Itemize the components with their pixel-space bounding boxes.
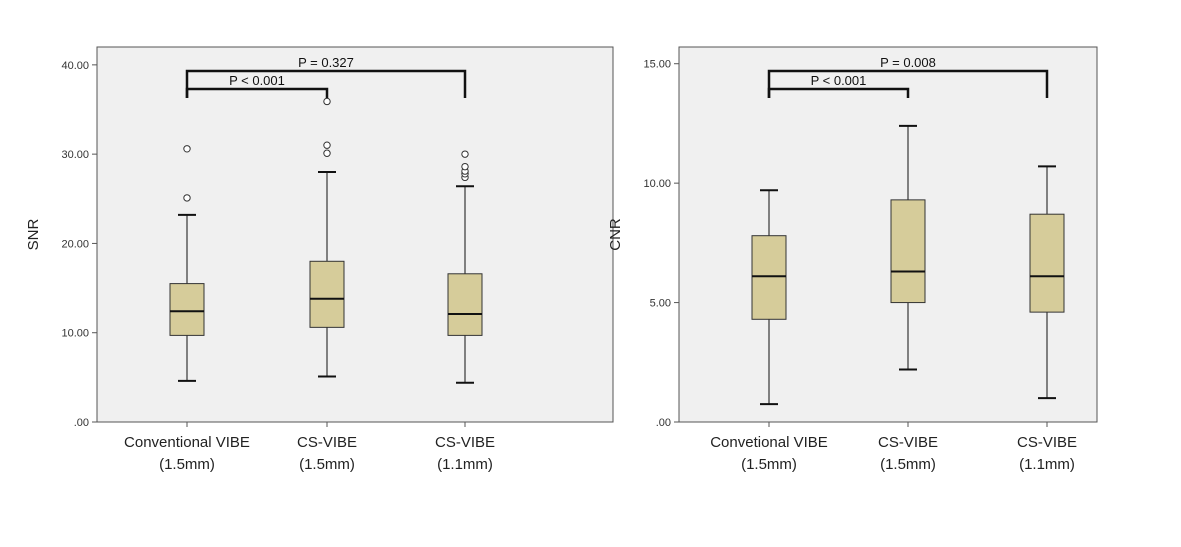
p-value-label: P < 0.001 xyxy=(811,73,867,88)
cnr-boxplot-panel: .00 5.00 10.00 15.00 CNR Convetional VIBE (1.5… xyxy=(607,46,1098,473)
p-value-label: P < 0.001 xyxy=(229,73,285,88)
outlier-point xyxy=(183,145,191,153)
p-value-label: P = 0.327 xyxy=(298,55,354,70)
outlier-point xyxy=(461,150,469,158)
snr-boxplot-panel: .00 10.00 20.00 30.00 40.00 SNR Conventional V… xyxy=(25,46,614,473)
y-tick-label: .00 xyxy=(74,417,89,429)
box-iqr xyxy=(751,235,787,320)
significance-bracket xyxy=(767,69,1049,98)
category-label-line2: (1.1mm) xyxy=(437,456,493,473)
outlier-point xyxy=(323,149,331,157)
category-label-line2: (1.5mm) xyxy=(741,456,797,473)
y-tick-label: 5.00 xyxy=(650,298,671,310)
outlier-point xyxy=(461,162,469,171)
y-tick-label: 10.00 xyxy=(643,178,671,190)
y-tick-label: 10.00 xyxy=(61,328,89,340)
y-tick-label: 30.00 xyxy=(61,149,89,161)
box-iqr xyxy=(309,260,345,328)
category-label-line1: Convetional VIBE xyxy=(710,434,828,451)
plot-area xyxy=(678,46,1098,423)
significance-bracket xyxy=(185,69,467,98)
y-tick-label: 40.00 xyxy=(61,60,89,72)
y-axis-title: SNR xyxy=(25,218,42,250)
y-tick-label: .00 xyxy=(656,417,671,429)
category-label-line2: (1.5mm) xyxy=(299,456,355,473)
category-label-line2: (1.5mm) xyxy=(159,456,215,473)
category-label-line1: Conventional VIBE xyxy=(124,434,250,451)
category-label-line2: (1.1mm) xyxy=(1019,456,1075,473)
outlier-point xyxy=(323,141,331,149)
outlier-point xyxy=(323,97,331,106)
box-iqr xyxy=(1029,213,1065,313)
category-label-line1: CS-VIBE xyxy=(435,434,495,451)
box-iqr xyxy=(890,199,926,304)
category-label-line1: CS-VIBE xyxy=(297,434,357,451)
plot-area xyxy=(96,46,614,423)
y-tick-label: 15.00 xyxy=(643,59,671,71)
y-tick-label: 20.00 xyxy=(61,238,89,250)
y-axis-title: CNR xyxy=(607,218,624,251)
outlier-point xyxy=(183,194,191,202)
category-label-line1: CS-VIBE xyxy=(878,434,938,451)
category-label-line1: CS-VIBE xyxy=(1017,434,1077,451)
category-label-line2: (1.5mm) xyxy=(880,456,936,473)
p-value-label: P = 0.008 xyxy=(880,55,936,70)
box-iqr xyxy=(447,273,483,336)
box-iqr xyxy=(169,283,205,336)
